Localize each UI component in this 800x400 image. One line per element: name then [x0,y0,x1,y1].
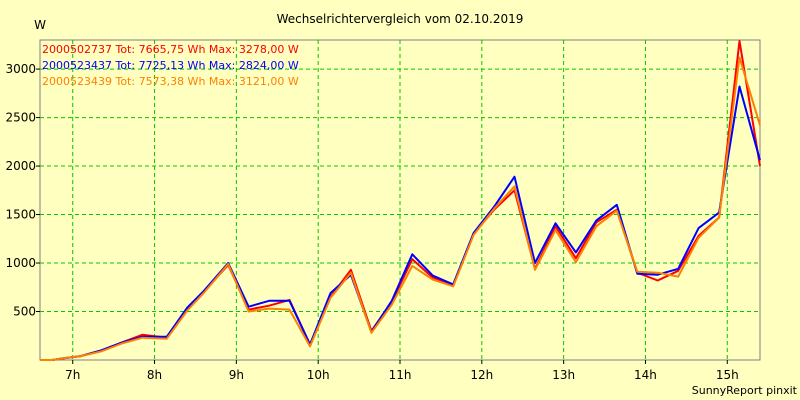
legend-entry-2000502737: 2000502737 Tot: 7665,75 Wh Max: 3278,00 … [42,43,299,56]
legend-entry-2000523437: 2000523437 Tot: 7725,13 Wh Max: 2824,00 … [42,59,299,72]
y-tick-label: 500 [13,305,36,319]
grid [40,40,760,360]
x-tick-label: 11h [389,368,412,382]
x-tick-label: 13h [552,368,575,382]
legend: 2000502737 Tot: 7665,75 Wh Max: 3278,00 … [42,43,299,88]
y-axis-unit-label: W [34,18,46,32]
y-tick-label: 2500 [5,111,36,125]
y-tick-label: 3000 [5,62,36,76]
x-tick-label: 15h [716,368,739,382]
x-tick-label: 7h [65,368,80,382]
y-tick-label: 1500 [5,208,36,222]
footer-label: SunnyReport pinxit [692,384,798,397]
ticks: 7h 8h 9h 10h 11h 12h 13h 14h 15h 500 1000 1500 2000 2… [5,62,738,382]
y-tick-label: 2000 [5,159,36,173]
legend-entry-2000523439: 2000523439 Tot: 7573,38 Wh Max: 3121,00 … [42,75,299,88]
series-line-2000523439 [40,56,761,361]
x-tick-label: 9h [229,368,244,382]
series-lines [40,40,761,361]
x-tick-label: 10h [307,368,330,382]
x-tick-label: 8h [147,368,162,382]
x-tick-label: 14h [634,368,657,382]
chart-title: Wechselrichtervergleich vom 02.10.2019 [277,12,524,26]
y-tick-label: 1000 [5,256,36,270]
x-tick-label: 12h [470,368,493,382]
